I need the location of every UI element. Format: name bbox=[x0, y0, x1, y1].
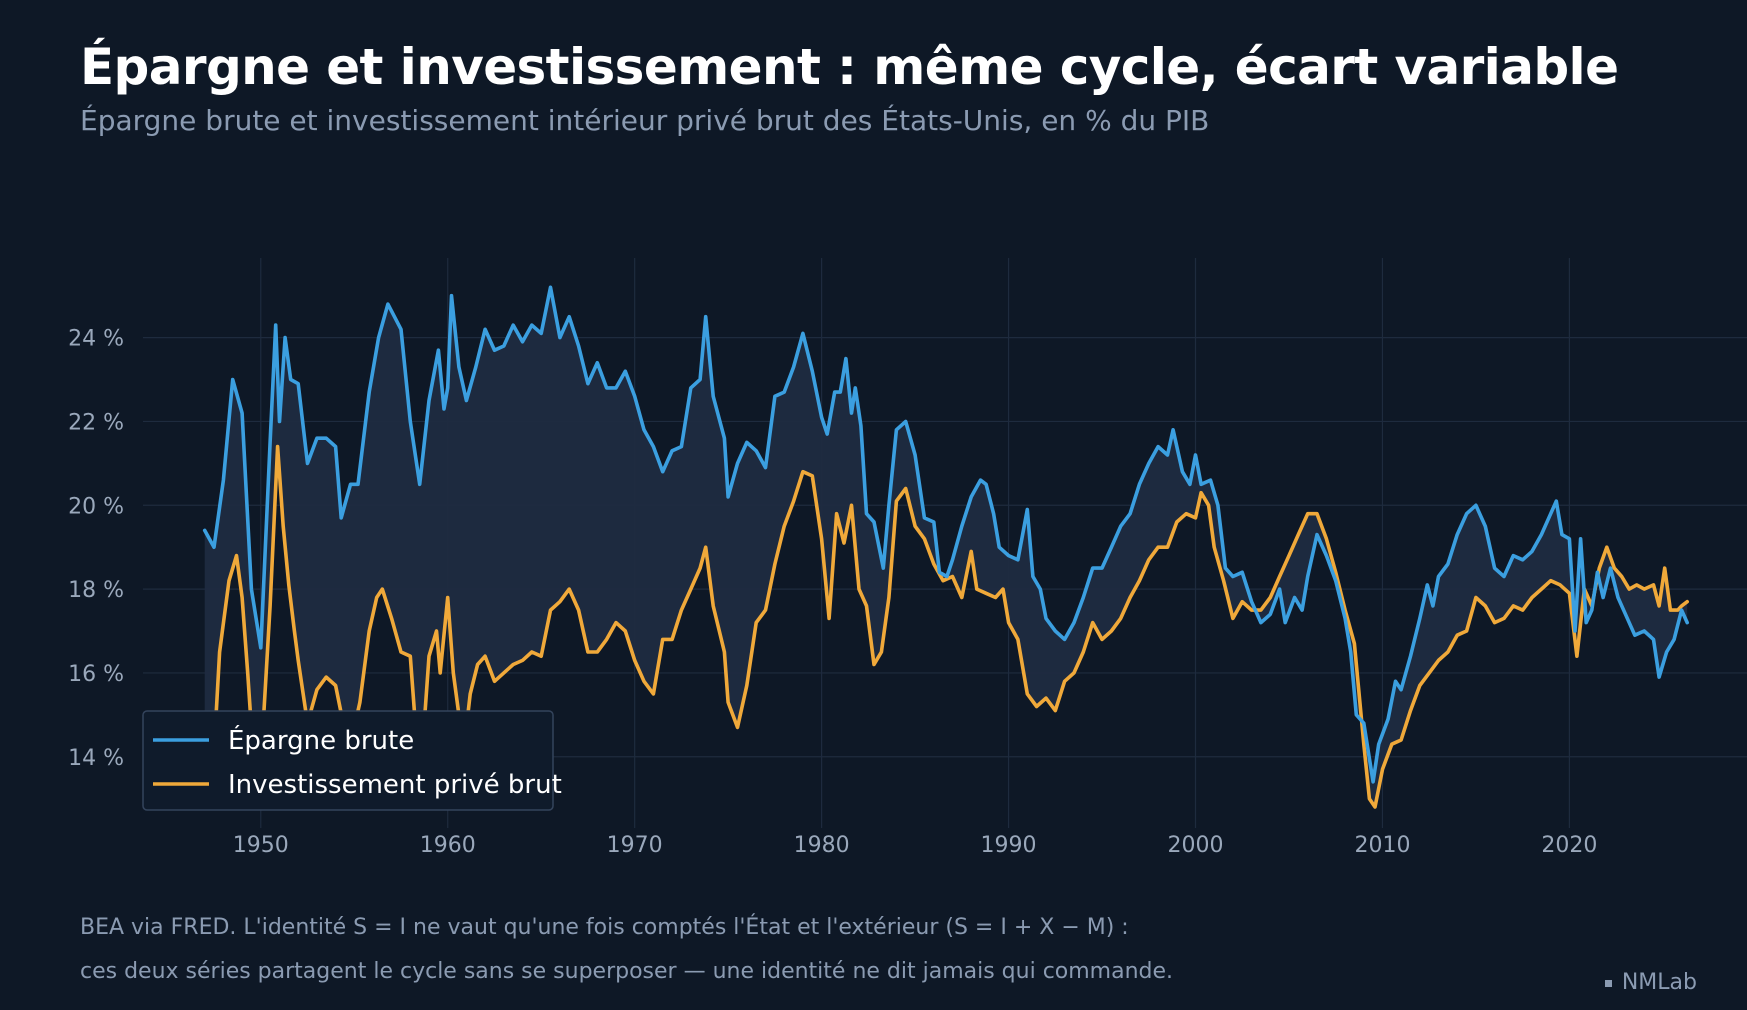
y-tick-label: 14 % bbox=[68, 746, 124, 771]
x-tick-label: 1990 bbox=[981, 833, 1037, 858]
source-note-line-2: ces deux séries partagent le cycle sans … bbox=[80, 959, 1174, 984]
series-line-investissement-prive-brut bbox=[202, 444, 1689, 809]
series-line-epargne-brute bbox=[202, 285, 1689, 784]
y-axis-ticks: 14 % 16 % 18 % 20 % 22 % 24 % bbox=[68, 327, 124, 771]
legend-label-epargne: Épargne brute bbox=[228, 724, 414, 756]
y-tick-label: 22 % bbox=[68, 410, 124, 435]
legend-label-investissement: Investissement privé brut bbox=[228, 770, 562, 800]
chart-subtitle: Épargne brute et investissement intérieu… bbox=[80, 104, 1210, 137]
y-tick-label: 18 % bbox=[68, 578, 124, 603]
y-tick-label: 24 % bbox=[68, 327, 124, 352]
y-tick-label: 20 % bbox=[68, 494, 124, 519]
gap-area bbox=[204, 287, 1688, 807]
legend-box bbox=[142, 710, 554, 811]
x-tick-label: 2000 bbox=[1168, 833, 1224, 858]
x-tick-label: 1980 bbox=[794, 833, 850, 858]
brand-credit: NMLab bbox=[1604, 970, 1697, 995]
x-tick-label: 1950 bbox=[233, 833, 289, 858]
series-lines bbox=[202, 285, 1689, 809]
x-tick-label: 1970 bbox=[607, 833, 663, 858]
x-axis-ticks: 1950 1960 1970 1980 1990 2000 2010 2020 bbox=[233, 833, 1598, 858]
brand-dot-icon bbox=[1604, 979, 1612, 987]
brand-label: NMLab bbox=[1621, 970, 1697, 995]
x-tick-label: 1960 bbox=[420, 833, 476, 858]
gap-fill bbox=[204, 287, 1688, 807]
x-tick-label: 2010 bbox=[1354, 833, 1410, 858]
legend: Épargne brute Investissement privé brut bbox=[142, 710, 562, 811]
source-note-line-1: BEA via FRED. L'identité S = I ne vaut q… bbox=[80, 915, 1129, 940]
x-tick-label: 2020 bbox=[1541, 833, 1597, 858]
y-tick-label: 16 % bbox=[68, 662, 124, 687]
chart-title: Épargne et investissement : même cycle, … bbox=[80, 38, 1619, 96]
